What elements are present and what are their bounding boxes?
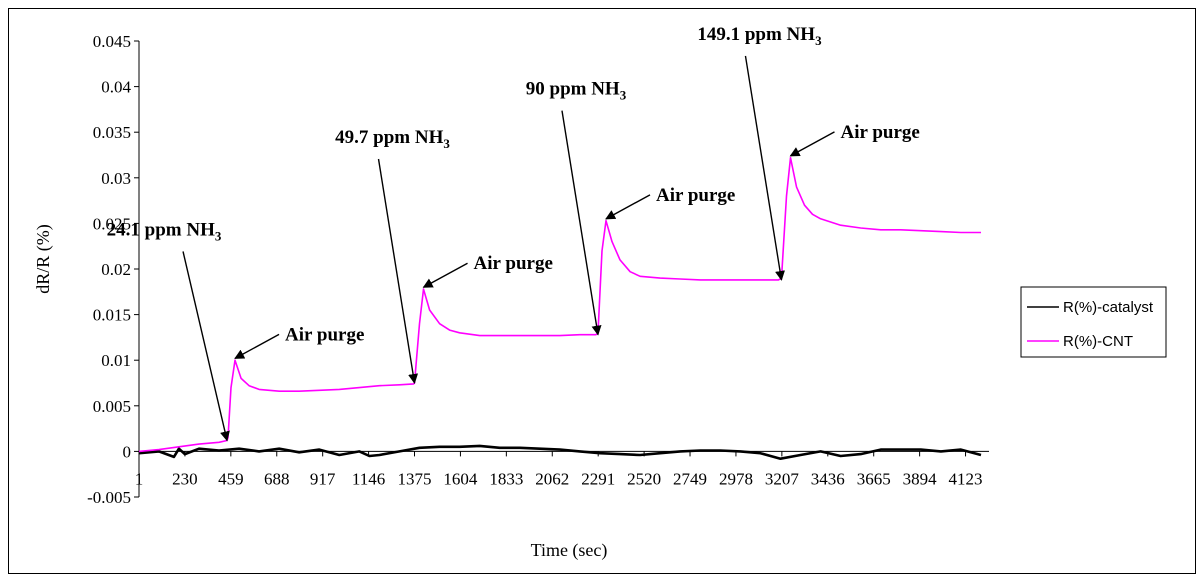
annotation-label: 24.1 ppm NH3 [107,219,222,243]
x-tick-label: 2291 [581,469,615,488]
annotation-label: Air purge [840,122,919,143]
y-tick-label: 0.015 [93,306,131,325]
y-tick-label: 0.005 [93,397,131,416]
x-tick-label: 3207 [765,469,800,488]
legend-label-catalyst: R(%)-catalyst [1063,299,1154,316]
x-tick-label: 2520 [627,469,661,488]
annotation-arrow [422,262,468,288]
y-tick-label: 0.03 [101,169,131,188]
x-tick-label: 4123 [949,469,983,488]
annotation-arrow [377,158,419,384]
y-tick-label: 0.02 [101,260,131,279]
annotation-arrow [561,110,602,336]
axes: 0.045 0.04 0.035 0.03 0.025 0.02 0.015 0.01 0.00… [87,32,989,507]
x-tick-label: 459 [218,469,244,488]
annotation-label: 90 ppm NH3 [526,79,627,103]
annotation-label: 149.1 ppm NH3 [697,24,822,48]
legend-box [1020,286,1167,358]
series-line-cnt [138,156,981,453]
x-tick-label: 3665 [857,469,891,488]
annotation-arrow [605,194,651,220]
y-tick-label: 0.04 [101,78,131,97]
plot-area [138,156,982,460]
legend: R(%)-catalyst R(%)-CNT [1020,286,1167,358]
y-tick-label: 0.045 [93,32,131,51]
x-tick-label: 1375 [398,469,432,488]
x-tick-label: 3436 [811,469,845,488]
x-tick-label: 688 [264,469,290,488]
annotation-arrow [789,131,835,157]
x-tick-label: 3894 [903,469,938,488]
annotation-arrow [234,333,280,359]
annotations: 24.1 ppm NH3 Air purge 49.7 ppm NH3 Air pur… [107,24,920,442]
x-tick-label: 1146 [352,469,385,488]
x-tick-label: 2062 [535,469,569,488]
legend-label-cnt: R(%)-CNT [1063,333,1133,350]
x-tick-label: 1604 [443,469,478,488]
y-tick-label: 0.035 [93,123,131,142]
y-tick-label: 0.01 [101,351,131,370]
y-tick-label: 0.025 [93,214,131,233]
x-tick-label: 230 [172,469,198,488]
x-tick-label: 2749 [673,469,707,488]
y-axis-label: dR/R (%) [33,224,54,294]
annotation-label: Air purge [285,324,364,345]
x-axis-label: Time (sec) [531,540,608,561]
y-tick-label: 0 [123,442,132,461]
annotation-label: Air purge [656,185,735,206]
chart-frame: 0.045 0.04 0.035 0.03 0.025 0.02 0.015 0.01 0.00… [8,8,1196,574]
annotation-label: 49.7 ppm NH3 [335,127,450,151]
chart-svg: 0.045 0.04 0.035 0.03 0.025 0.02 0.015 0.01 0.00… [33,24,1167,561]
annotation-arrow [744,55,785,281]
x-tick-label: 1 [135,469,144,488]
annotation-label: Air purge [474,253,553,274]
annotation-arrow [182,251,230,442]
x-tick-label: 917 [310,469,336,488]
x-tick-label: 2978 [719,469,753,488]
series-line-catalyst [138,444,982,460]
y-tick-label: -0.005 [87,488,131,507]
x-tick-label: 1833 [489,469,523,488]
